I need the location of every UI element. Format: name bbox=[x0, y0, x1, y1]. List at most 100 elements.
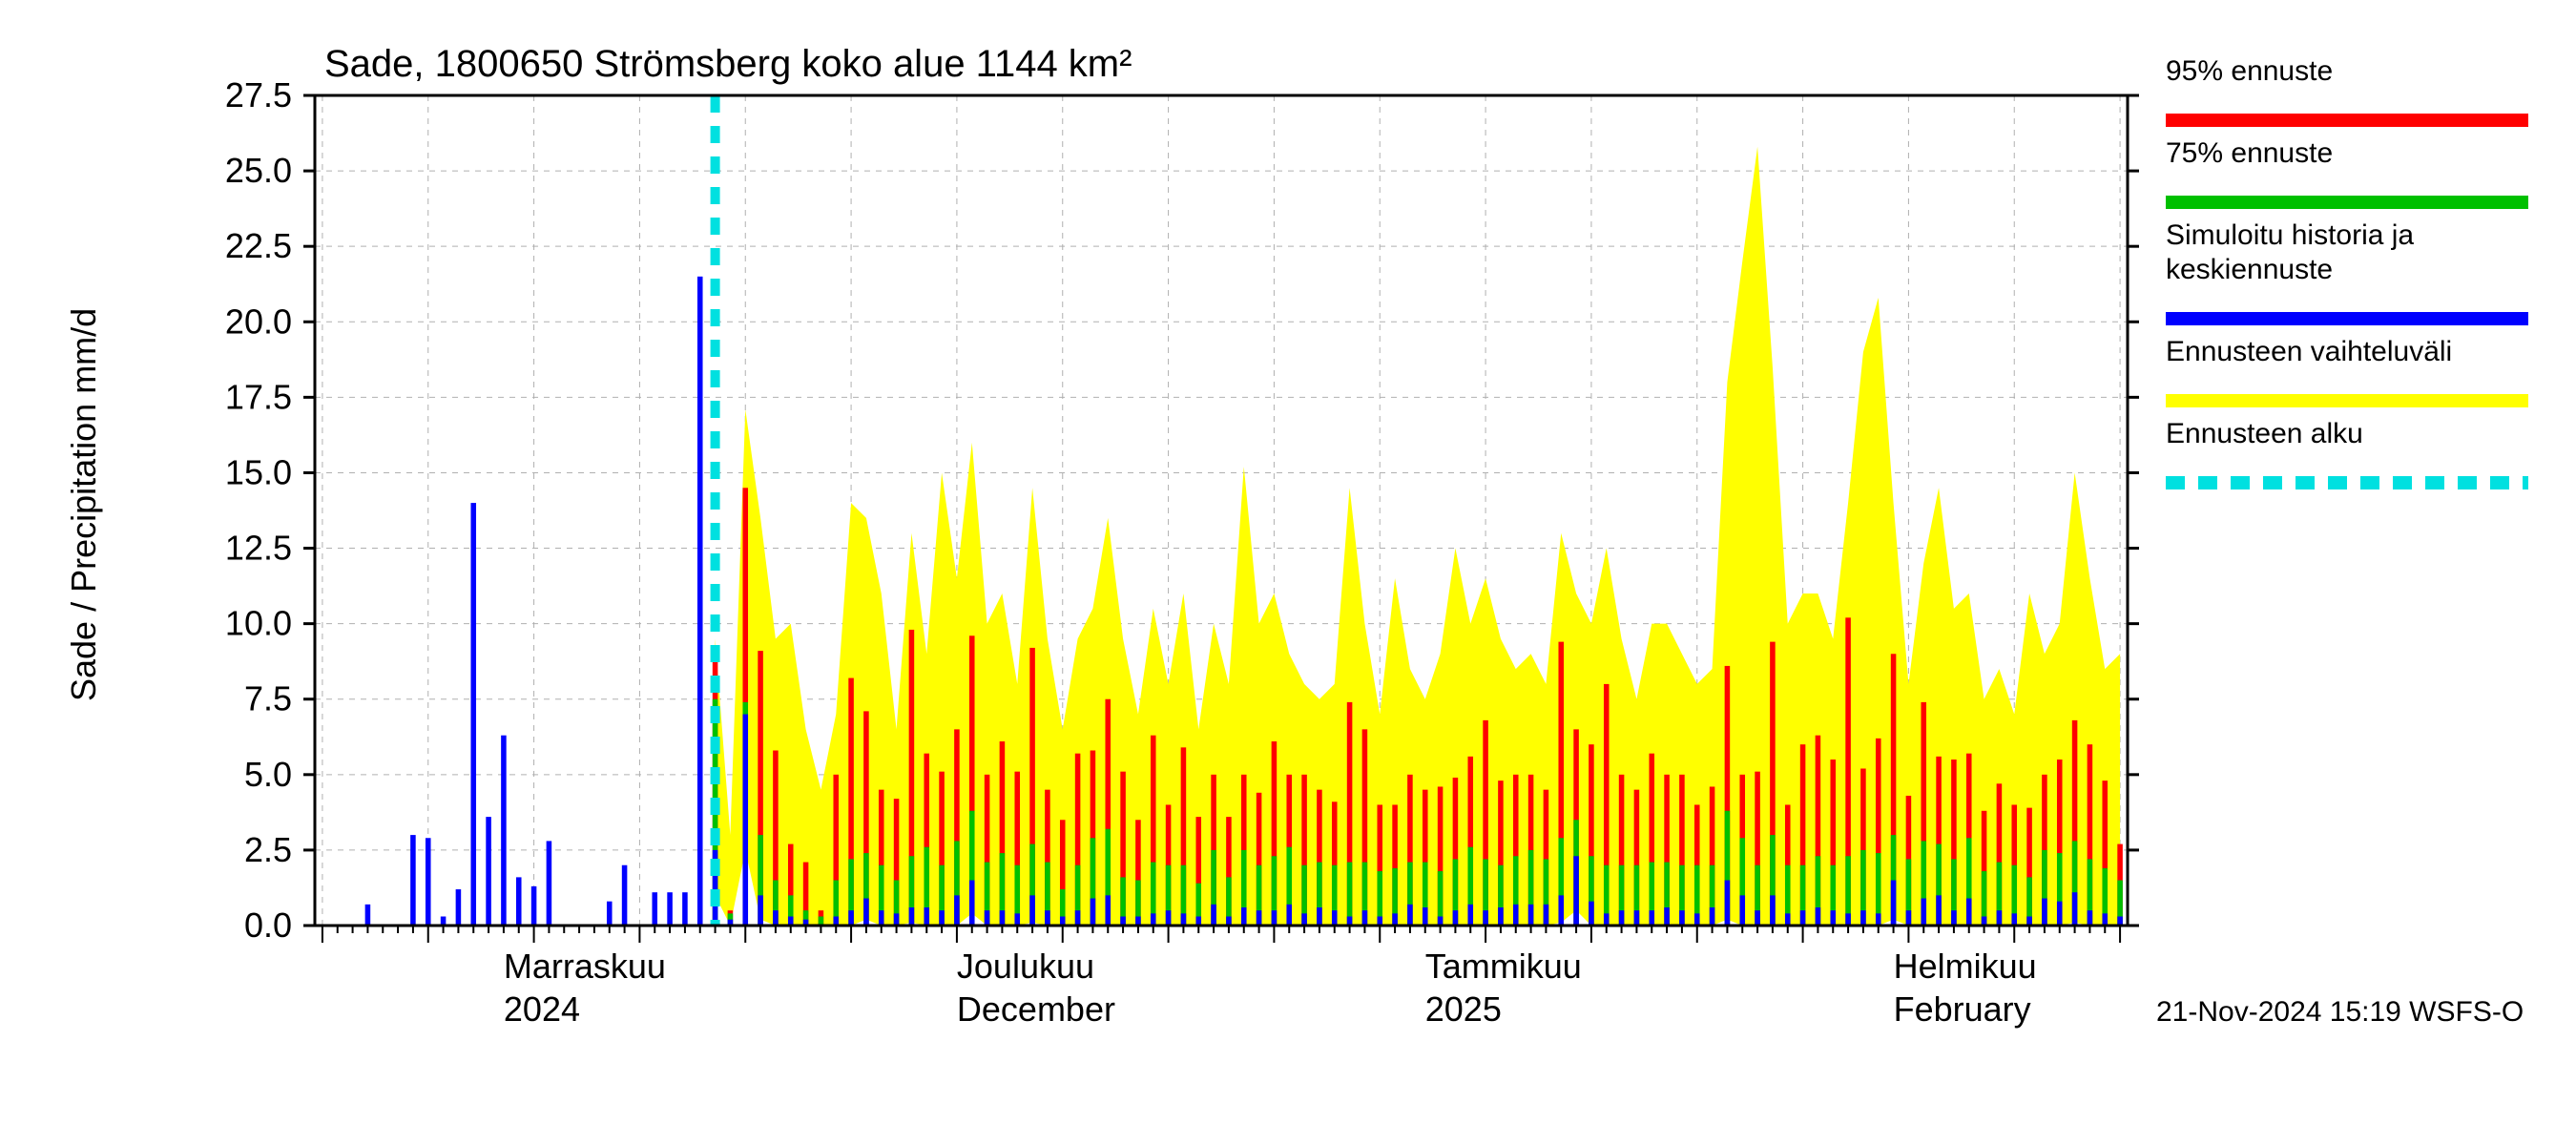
median-bar bbox=[985, 910, 990, 926]
median-bar bbox=[848, 910, 854, 926]
median-bar bbox=[1951, 910, 1957, 926]
median-bar bbox=[1000, 910, 1006, 926]
median-bar bbox=[1301, 913, 1307, 926]
history-bar bbox=[410, 835, 416, 926]
y-tick-label: 17.5 bbox=[225, 377, 292, 416]
median-bar bbox=[1710, 907, 1715, 926]
legend-label: 75% ennuste bbox=[2166, 137, 2333, 169]
y-tick-label: 5.0 bbox=[244, 755, 292, 794]
median-bar bbox=[1558, 895, 1564, 926]
y-tick-label: 0.0 bbox=[244, 906, 292, 945]
x-month-label: Joulukuu bbox=[957, 947, 1094, 986]
history-bar bbox=[697, 277, 703, 926]
y-tick-label: 12.5 bbox=[225, 529, 292, 568]
history-bar bbox=[547, 841, 552, 926]
median-bar bbox=[1679, 910, 1685, 926]
median-bar bbox=[2072, 892, 2078, 926]
y-tick-label: 27.5 bbox=[225, 75, 292, 114]
median-bar bbox=[1694, 913, 1700, 926]
history-bar bbox=[667, 892, 673, 926]
median-bar bbox=[758, 895, 763, 926]
median-bar bbox=[1573, 856, 1579, 926]
median-bar bbox=[1936, 895, 1942, 926]
y-tick-label: 2.5 bbox=[244, 830, 292, 869]
median-bar bbox=[939, 910, 945, 926]
median-bar bbox=[1845, 913, 1851, 926]
median-bar bbox=[1725, 881, 1731, 926]
median-bar bbox=[1483, 910, 1488, 926]
median-bar bbox=[1528, 905, 1534, 926]
median-bar bbox=[1211, 905, 1216, 926]
y-axis-label: Sade / Precipitation mm/d bbox=[64, 308, 103, 701]
median-bar bbox=[1513, 905, 1519, 926]
median-bar bbox=[894, 913, 900, 926]
legend-label: Simuloitu historia ja bbox=[2166, 219, 2414, 251]
x-month-sublabel: December bbox=[957, 989, 1115, 1029]
median-bar bbox=[2088, 910, 2093, 926]
history-bar bbox=[456, 889, 462, 926]
x-month-label: Helmikuu bbox=[1894, 947, 2037, 986]
median-bar bbox=[2057, 902, 2063, 926]
history-bar bbox=[501, 736, 507, 926]
median-bar bbox=[1604, 913, 1610, 926]
median-bar bbox=[1498, 907, 1504, 926]
median-bar bbox=[1317, 907, 1322, 926]
median-bar bbox=[1770, 895, 1776, 926]
median-bar bbox=[2102, 913, 2108, 926]
median-bar bbox=[1423, 907, 1428, 926]
history-bar bbox=[426, 838, 431, 926]
median-bar bbox=[2011, 913, 2017, 926]
median-bar bbox=[1151, 913, 1156, 926]
median-bar bbox=[1755, 910, 1760, 926]
history-bar bbox=[470, 503, 476, 926]
x-month-sublabel: 2024 bbox=[504, 989, 580, 1029]
x-month-label: Marraskuu bbox=[504, 947, 666, 986]
median-bar bbox=[742, 715, 748, 926]
median-bar bbox=[1105, 895, 1111, 926]
median-bar bbox=[969, 881, 975, 926]
median-bar bbox=[1649, 910, 1654, 926]
history-bar bbox=[622, 865, 628, 926]
history-bar bbox=[516, 877, 522, 926]
median-bar bbox=[1091, 899, 1096, 926]
median-bar bbox=[2042, 899, 2047, 926]
median-bar bbox=[1241, 907, 1247, 926]
median-bar bbox=[1075, 910, 1081, 926]
median-bar bbox=[1997, 910, 2003, 926]
median-bar bbox=[1407, 905, 1413, 926]
median-bar bbox=[1785, 913, 1791, 926]
median-bar bbox=[1739, 895, 1745, 926]
y-tick-label: 15.0 bbox=[225, 452, 292, 491]
median-bar bbox=[1166, 910, 1172, 926]
median-bar bbox=[1544, 905, 1549, 926]
legend-label: 95% ennuste bbox=[2166, 55, 2333, 87]
legend-label: keskiennuste bbox=[2166, 254, 2333, 285]
median-bar bbox=[909, 907, 915, 926]
median-bar bbox=[1286, 905, 1292, 926]
median-bar bbox=[1619, 910, 1625, 926]
chart-title: Sade, 1800650 Strömsberg koko alue 1144 … bbox=[324, 43, 1132, 85]
median-bar bbox=[1876, 913, 1881, 926]
history-bar bbox=[652, 892, 657, 926]
median-bar bbox=[924, 907, 929, 926]
median-bar bbox=[1816, 907, 1821, 926]
median-bar bbox=[1257, 910, 1262, 926]
legend-label: Ennusteen vaihteluväli bbox=[2166, 336, 2452, 367]
median-bar bbox=[1453, 910, 1459, 926]
median-bar bbox=[1589, 902, 1594, 926]
median-bar bbox=[1966, 899, 1972, 926]
median-bar bbox=[1634, 910, 1640, 926]
y-tick-label: 7.5 bbox=[244, 679, 292, 718]
median-bar bbox=[773, 910, 779, 926]
median-bar bbox=[1029, 895, 1035, 926]
y-tick-label: 25.0 bbox=[225, 151, 292, 190]
history-bar bbox=[486, 817, 491, 926]
median-bar bbox=[1332, 910, 1338, 926]
median-bar bbox=[1272, 910, 1278, 926]
median-bar bbox=[863, 899, 869, 926]
history-bar bbox=[531, 886, 537, 926]
x-month-sublabel: February bbox=[1894, 989, 2031, 1029]
x-month-sublabel: 2025 bbox=[1425, 989, 1502, 1029]
median-bar bbox=[1392, 913, 1398, 926]
median-bar bbox=[1830, 910, 1836, 926]
